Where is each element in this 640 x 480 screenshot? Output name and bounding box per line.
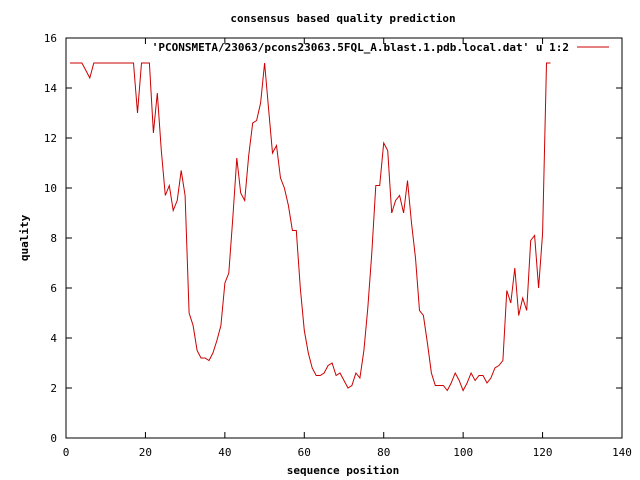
y-tick-label: 8 bbox=[50, 232, 57, 245]
x-tick-label: 80 bbox=[377, 446, 390, 459]
y-tick-label: 14 bbox=[44, 82, 58, 95]
x-axis-ticks: 0 20 40 60 80 100 120 140 bbox=[63, 38, 632, 459]
y-tick-label: 16 bbox=[44, 32, 57, 45]
x-tick-label: 140 bbox=[612, 446, 632, 459]
y-tick-label: 6 bbox=[50, 282, 57, 295]
series-line bbox=[70, 62, 551, 392]
y-tick-label: 10 bbox=[44, 182, 57, 195]
x-tick-label: 0 bbox=[63, 446, 70, 459]
x-axis-label: sequence position bbox=[287, 464, 400, 477]
x-tick-label: 40 bbox=[218, 446, 231, 459]
y-tick-label: 12 bbox=[44, 132, 57, 145]
legend: 'PCONSMETA/23063/pcons23063.5FQL_A.blast… bbox=[152, 41, 609, 54]
y-axis-ticks: 0 2 4 6 8 10 12 14 16 bbox=[44, 32, 622, 445]
y-axis-label: quality bbox=[18, 214, 31, 261]
x-tick-label: 120 bbox=[533, 446, 553, 459]
y-tick-label: 0 bbox=[50, 432, 57, 445]
legend-entry-label: 'PCONSMETA/23063/pcons23063.5FQL_A.blast… bbox=[152, 41, 569, 54]
plot-frame bbox=[65, 37, 623, 439]
series-layer bbox=[70, 62, 551, 392]
x-tick-label: 20 bbox=[139, 446, 152, 459]
y-tick-label: 2 bbox=[50, 382, 57, 395]
y-tick-label: 4 bbox=[50, 332, 57, 345]
x-tick-label: 60 bbox=[298, 446, 311, 459]
x-tick-label: 100 bbox=[453, 446, 473, 459]
chart-title: consensus based quality prediction bbox=[230, 12, 455, 25]
